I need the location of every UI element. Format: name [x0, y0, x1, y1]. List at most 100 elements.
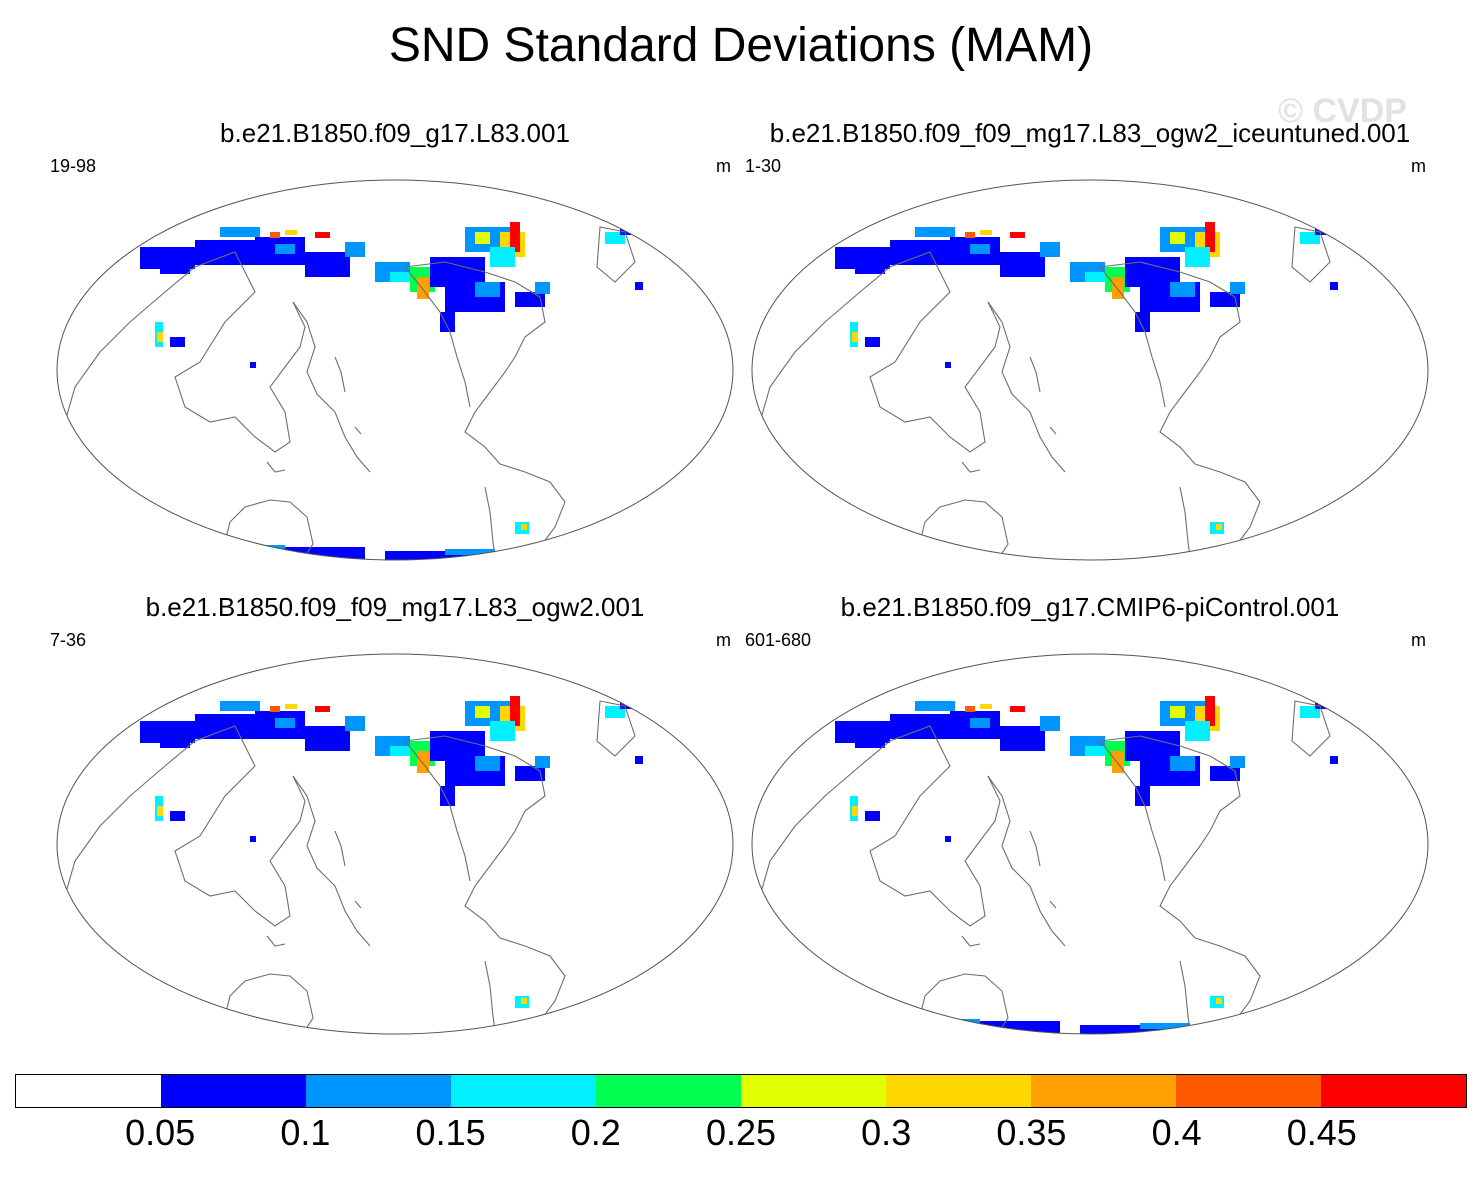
- snow-cell: [890, 240, 950, 265]
- coastline: [1179, 463, 1261, 560]
- coastline: [759, 251, 1001, 453]
- colorbar-label: 0.45: [1286, 1112, 1357, 1153]
- panel-years: 19-98: [50, 156, 97, 176]
- figure-title: SND Standard Deviations (MAM): [388, 19, 1094, 72]
- colorbar-box: [886, 1075, 1031, 1107]
- snow-cell: [160, 736, 190, 748]
- panel-title: b.e21.B1850.f09_g17.CMIP6-piControl.001: [840, 592, 1340, 622]
- colorbar-label: 0.2: [570, 1112, 621, 1153]
- snow-cell: [1330, 282, 1338, 290]
- coastline: [354, 426, 362, 435]
- map-border: [56, 653, 734, 1035]
- snow-cell: [1040, 242, 1060, 257]
- snow-cell: [521, 524, 527, 530]
- robinson-map: [56, 179, 734, 561]
- colorbar-label: 0.3: [861, 1112, 912, 1153]
- snow-cell: [1000, 252, 1045, 277]
- snow-cell: [980, 230, 992, 235]
- snow-cell: [1170, 706, 1185, 718]
- snow-cell: [635, 282, 643, 290]
- snow-cell: [1135, 786, 1150, 806]
- snow-cell: [980, 704, 992, 709]
- snow-cell: [970, 244, 990, 254]
- snow-cell: [205, 1035, 365, 1041]
- coastline: [354, 900, 362, 909]
- panel-title: b.e21.B1850.f09_f09_mg17.L83_ogw2.001: [145, 592, 645, 622]
- snow-cell: [390, 746, 410, 756]
- snow-cell: [1170, 756, 1195, 771]
- snow-cell: [195, 240, 255, 265]
- panel-years: 601-680: [745, 630, 812, 650]
- snow-cell: [305, 726, 350, 751]
- coastline: [759, 725, 1001, 927]
- coastline: [961, 935, 981, 947]
- snow-cell: [285, 704, 297, 709]
- coastline: [1029, 830, 1041, 867]
- coastline: [334, 356, 346, 393]
- coastlines: [759, 226, 1331, 560]
- colorbar-label: 0.15: [415, 1112, 486, 1153]
- snow-cell: [852, 806, 858, 816]
- snow-cell: [1140, 563, 1190, 567]
- snow-field: [140, 696, 643, 1041]
- coastline: [1291, 226, 1331, 283]
- panel-units: m: [716, 156, 731, 176]
- coastline: [1291, 700, 1331, 757]
- coastline: [596, 226, 636, 283]
- snow-cell: [285, 230, 297, 235]
- coastline: [484, 937, 566, 1034]
- colorbar-box: [596, 1075, 741, 1107]
- coastline: [266, 935, 286, 947]
- colorbar-box: [16, 1075, 161, 1107]
- snow-cell: [1330, 756, 1338, 764]
- coastline: [1099, 266, 1166, 408]
- coastline: [484, 463, 566, 560]
- snow-cell: [635, 756, 643, 764]
- cvdp-watermark: © CVDP: [1278, 92, 1407, 130]
- snow-cell: [852, 332, 858, 342]
- snow-cell: [445, 1037, 495, 1041]
- snow-cell: [945, 836, 951, 842]
- snow-cell: [1216, 524, 1222, 530]
- snow-cell: [1010, 232, 1025, 238]
- panel-years: 1-30: [745, 156, 782, 176]
- panel-units: m: [1411, 630, 1426, 650]
- snow-cell: [385, 1039, 565, 1041]
- coastline: [961, 461, 981, 473]
- snow-cell: [245, 1033, 285, 1034]
- snow-cell: [157, 806, 163, 816]
- coastline: [292, 301, 371, 473]
- coastline: [1049, 900, 1057, 909]
- coastline: [596, 700, 636, 757]
- coastline: [64, 251, 306, 453]
- snow-cell: [970, 718, 990, 728]
- coastline: [1099, 261, 1241, 465]
- colorbar-label: 0.35: [996, 1112, 1067, 1153]
- snow-cell: [965, 232, 975, 238]
- snow-cell: [220, 701, 260, 711]
- map-panel-3: b.e21.B1850.f09_f09_mg17.L83_ogw2.001 7-…: [45, 592, 745, 1062]
- snow-cell: [315, 232, 330, 238]
- coastline: [987, 775, 1066, 947]
- coastline: [1029, 356, 1041, 393]
- coastline: [1099, 740, 1166, 882]
- map-panel-1: b.e21.B1850.f09_g17.L83.001 19-98 m: [45, 118, 745, 588]
- map-border: [751, 653, 1429, 1035]
- coastlines: [64, 226, 636, 560]
- panel-title: b.e21.B1850.f09_f09_mg17.L83_ogw2_iceunt…: [769, 118, 1411, 148]
- snow-cell: [195, 714, 255, 739]
- coastline: [1099, 735, 1241, 939]
- snow-cell: [170, 811, 185, 821]
- snow-cell: [160, 262, 190, 274]
- colorbar-label: 0.25: [705, 1112, 777, 1153]
- colorbar-box: [1321, 1075, 1466, 1107]
- snow-cell: [855, 736, 885, 748]
- colorbar: [15, 1074, 1467, 1108]
- colorbar-box: [451, 1075, 596, 1107]
- snow-cell: [345, 716, 365, 731]
- coastline: [266, 461, 286, 473]
- colorbar-label: 0.1: [280, 1112, 331, 1153]
- robinson-map: [56, 653, 734, 1041]
- panel-title: b.e21.B1850.f09_g17.L83.001: [220, 118, 570, 148]
- colorbar-box: [306, 1075, 451, 1107]
